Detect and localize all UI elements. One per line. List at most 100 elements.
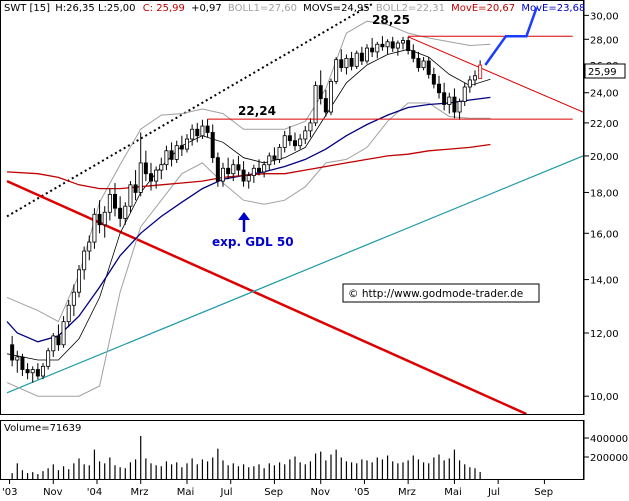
time-tick-label: Mrz (131, 487, 149, 498)
candle (426, 57, 431, 79)
candlesticks (10, 36, 483, 383)
candle (467, 75, 472, 93)
candle (154, 166, 159, 189)
time-tick-label: Nov (311, 487, 331, 498)
candle-body (41, 365, 46, 377)
candle (308, 118, 313, 138)
candle (35, 363, 40, 380)
candle-body (210, 132, 215, 159)
horizontal-levels (207, 6, 573, 120)
candle-body (308, 122, 313, 132)
header-legend: SWT [15] H:26,35 L:25,00 C: 25,99 +0,97 … (4, 3, 585, 14)
candle-body (390, 41, 395, 49)
candle-body (344, 57, 349, 69)
candle-body (77, 269, 82, 293)
candle (452, 88, 457, 119)
candle-body (400, 40, 405, 44)
time-axis: '03 Nov '04 Mrz Mai Jul Sep Nov '05 Mrz Mai Jul Sep (2, 480, 553, 498)
candle-body (339, 59, 344, 69)
candle-body (318, 85, 323, 99)
candle-body (128, 184, 133, 207)
candle-body (375, 43, 380, 53)
price-tick-label: 20,00 (590, 152, 619, 163)
volume-bars (11, 435, 481, 479)
candle (97, 200, 102, 234)
volume-title: Volume=71639 (4, 423, 81, 434)
candle-body (370, 47, 375, 53)
candle-body (169, 150, 174, 160)
candle (267, 152, 272, 171)
candle (220, 162, 225, 187)
candle (195, 122, 200, 143)
watermark: © http://www.godmode-trader.de (342, 283, 540, 303)
candle (51, 333, 56, 357)
candle-body (406, 40, 411, 52)
candle-body (107, 193, 112, 213)
candle-body (195, 128, 200, 137)
candle-body (138, 162, 143, 193)
candle (226, 157, 231, 180)
candle-body (46, 350, 51, 367)
candle (400, 36, 405, 50)
candle (318, 70, 323, 105)
candle (359, 46, 364, 65)
candle (246, 171, 251, 189)
price-tick-label: 24,00 (590, 89, 619, 100)
candle (323, 89, 328, 117)
header-close: C: 25,99 (143, 3, 185, 14)
candle (41, 363, 46, 380)
candle (364, 44, 369, 64)
candle-body (416, 57, 421, 69)
candle-body (292, 140, 297, 147)
candle-body (277, 146, 282, 160)
candle-body (328, 80, 333, 113)
candle (92, 208, 97, 249)
candle-body (30, 369, 35, 374)
candle-body (421, 60, 426, 69)
candle-body (323, 98, 328, 113)
candle (236, 155, 241, 176)
candle-body (92, 213, 97, 243)
candle (25, 363, 30, 380)
candle (102, 206, 107, 238)
trendline-long-term-uptrend (6, 155, 583, 394)
candle-body (226, 167, 231, 175)
candle (174, 140, 179, 163)
price-tick-label: 14,00 (590, 276, 619, 287)
candle-body (256, 167, 261, 173)
candle (46, 347, 51, 370)
candle-body (354, 52, 359, 67)
price-panel-frame (0, 0, 584, 415)
candle-body (56, 335, 61, 346)
candle-body (236, 164, 241, 171)
candle-body (467, 79, 472, 88)
candle (15, 350, 20, 373)
candle (251, 164, 256, 183)
candle-body (10, 344, 15, 361)
candle-body (303, 130, 308, 140)
series-bollinger-lower (6, 102, 491, 397)
candle (282, 130, 287, 153)
price-tick-label: 12,00 (590, 329, 619, 340)
candle-body (97, 213, 102, 226)
header-move-200: MovE=20,67 (451, 3, 515, 14)
candle-body (20, 356, 25, 370)
candle (128, 181, 133, 213)
candle-body (267, 155, 272, 166)
candle-body (220, 167, 225, 182)
candle-body (334, 59, 339, 82)
candle (107, 188, 112, 221)
candle-body (462, 86, 467, 102)
candle (61, 316, 66, 348)
candle (457, 98, 462, 120)
candle-body (35, 369, 40, 377)
candle (205, 119, 210, 138)
candle-body (205, 125, 210, 133)
time-tick-label: '04 (87, 487, 102, 498)
candle-body (431, 74, 436, 85)
candle (215, 152, 220, 187)
candle (277, 144, 282, 163)
mid-level-label: 22,24 (238, 104, 276, 118)
candle (421, 57, 426, 71)
